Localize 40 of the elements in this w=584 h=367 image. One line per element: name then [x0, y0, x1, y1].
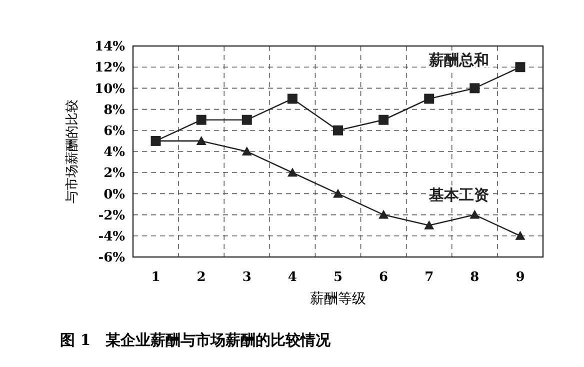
y-tick-label: 6% [104, 124, 126, 139]
point [470, 83, 480, 94]
text: 图 1 某企业薪酬与市场薪酬的比较情况 [60, 331, 332, 349]
x-tick-label: 6 [379, 270, 388, 285]
point [242, 114, 252, 125]
point [424, 220, 434, 230]
point [378, 114, 389, 125]
y-axis-title: 与市场薪酬的比较 [65, 100, 80, 204]
point [333, 125, 343, 136]
x-axis-title: 薪酬等级 [310, 291, 366, 307]
series-label: 薪酬总和 [428, 50, 490, 69]
y-tick-label: 4% [104, 145, 126, 160]
x-tick-label: 9 [516, 270, 525, 285]
point [287, 94, 298, 104]
x-tick-label: 8 [470, 270, 480, 285]
y-tick-label: 14% [94, 40, 126, 55]
y-tick-label: -2% [98, 208, 126, 224]
y-tick-label: -6% [98, 250, 126, 266]
x-tick-label: 3 [242, 270, 252, 285]
point [287, 168, 298, 177]
point [333, 188, 343, 198]
x-tick-label: 5 [333, 270, 343, 285]
y-tick-label: 12% [94, 60, 126, 76]
y-tick-label: 10% [94, 82, 126, 97]
y-tick-label: -4% [98, 229, 126, 244]
x-tick-label: 7 [424, 270, 434, 285]
x-tick-label: 1 [151, 270, 160, 285]
point [196, 114, 206, 125]
x-tick-label: 2 [196, 270, 206, 285]
y-tick-label: 2% [104, 166, 126, 182]
y-tick-label: 8% [104, 102, 126, 118]
point [515, 230, 526, 240]
y-tick-label: 0% [104, 187, 126, 202]
point [470, 210, 480, 219]
point [196, 136, 206, 145]
point [242, 146, 252, 156]
point [378, 210, 389, 219]
point [424, 94, 434, 104]
x-tick-label: 4 [288, 270, 297, 285]
point [515, 62, 526, 72]
